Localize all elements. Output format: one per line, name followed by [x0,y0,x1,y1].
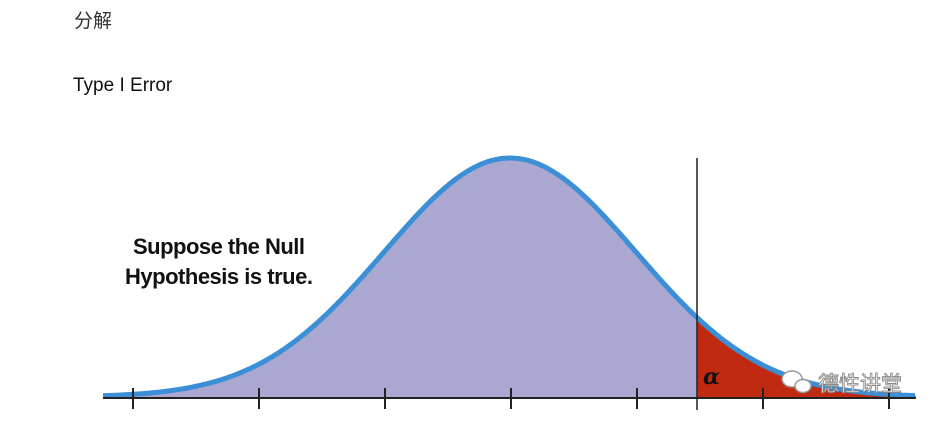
caption-line: Hypothesis is true. [125,264,313,289]
watermark: 德性讲堂 [818,372,902,396]
caption-line: Suppose the Null [133,234,305,259]
alpha-region [697,317,916,397]
heading: 分解 [74,10,113,32]
wechat-icon [781,370,812,394]
alpha-label: α [703,364,720,390]
ticks [132,388,890,409]
subheading: Type I Error [73,75,173,96]
normal-curve [102,155,915,399]
